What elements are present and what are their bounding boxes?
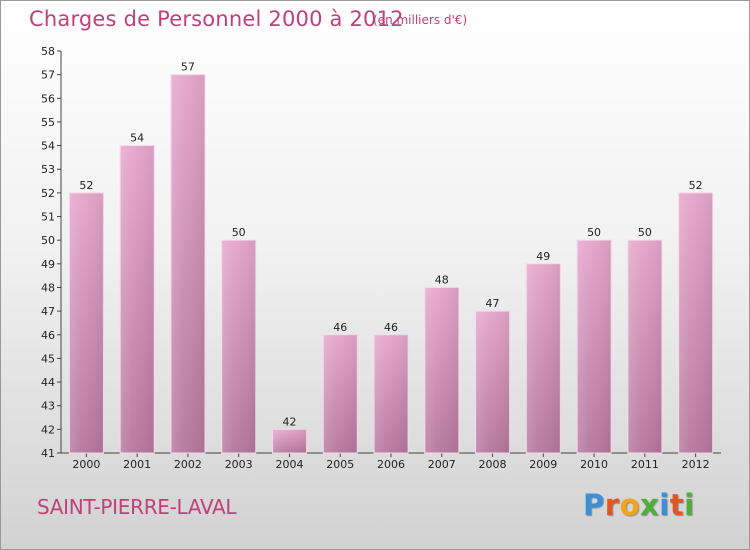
place-name: SAINT-PIERRE-LAVAL [37, 495, 237, 519]
logo-letter: x [640, 488, 660, 522]
y-tick-label: 51 [41, 211, 55, 224]
bar-shine [170, 74, 205, 453]
x-tick-label: 2006 [377, 458, 405, 471]
bar-shine [323, 334, 358, 453]
bar-shine [221, 240, 256, 453]
y-tick-label: 57 [41, 69, 55, 82]
logo-letter: P [583, 488, 605, 522]
chart-subtitle: (en milliers d'€) [373, 13, 468, 27]
x-tick-label: 2004 [275, 458, 303, 471]
proxiti-logo: Proxiti [583, 488, 695, 522]
logo-letter: i [659, 488, 670, 522]
x-tick-label: 2010 [580, 458, 608, 471]
data-label: 52 [79, 179, 93, 192]
bar-shine [272, 429, 307, 453]
data-label: 50 [587, 226, 601, 239]
x-tick-label: 2011 [631, 458, 659, 471]
x-tick-label: 2005 [326, 458, 354, 471]
bar-shine [526, 263, 561, 453]
y-tick-label: 42 [41, 423, 55, 436]
y-tick-label: 43 [41, 400, 55, 413]
y-tick-label: 53 [41, 163, 55, 176]
x-tick-label: 2002 [174, 458, 202, 471]
y-tick-label: 47 [41, 305, 55, 318]
y-tick-label: 46 [41, 329, 55, 342]
data-label: 50 [638, 226, 652, 239]
y-axis: 41 42 43 44 45 46 47 48 49 50 51 52 53 54 55 56 57 58 [41, 45, 62, 460]
y-tick-label: 48 [41, 281, 55, 294]
y-tick-label: 56 [41, 92, 55, 105]
y-tick-label: 58 [41, 45, 55, 58]
bar-shine [120, 145, 155, 453]
x-tick-label: 2003 [225, 458, 253, 471]
x-tick-label: 2000 [72, 458, 100, 471]
data-label: 57 [181, 61, 195, 74]
bar-shine [374, 334, 408, 453]
bar-shine [69, 192, 104, 453]
bar-shine [475, 311, 510, 453]
x-tick-label: 2007 [428, 458, 456, 471]
data-label: 47 [486, 297, 500, 310]
bar-shine [627, 240, 662, 453]
y-tick-label: 41 [41, 447, 55, 460]
data-label: 48 [435, 273, 449, 286]
bar-shine [678, 192, 713, 453]
x-tick-label: 2008 [479, 458, 507, 471]
data-label: 46 [333, 321, 347, 334]
data-label: 49 [536, 250, 550, 263]
logo-letter: t [669, 488, 685, 522]
chart-title: Charges de Personnel 2000 à 2012 [29, 7, 404, 31]
logo-letter: i [684, 488, 695, 522]
y-tick-label: 55 [41, 116, 55, 129]
logo-letter: o [619, 488, 641, 522]
y-tick-label: 54 [41, 140, 55, 153]
bar-shine [577, 240, 612, 453]
x-axis: 2000 2001 2002 2003 2004 2005 2006 2007 2008 2009… [61, 452, 721, 471]
logo-letter: r [604, 488, 620, 522]
x-tick-label: 2012 [682, 458, 710, 471]
data-label: 54 [130, 132, 144, 145]
y-tick-label: 49 [41, 258, 55, 271]
data-label: 52 [689, 179, 703, 192]
y-tick-label: 52 [41, 187, 55, 200]
data-label: 46 [384, 321, 398, 334]
y-tick-label: 44 [41, 376, 55, 389]
data-label: 50 [232, 226, 246, 239]
data-label: 42 [282, 415, 296, 428]
y-tick-label: 45 [41, 352, 55, 365]
x-tick-label: 2009 [529, 458, 557, 471]
bar-shine [424, 287, 459, 453]
x-tick-label: 2001 [123, 458, 151, 471]
y-tick-label: 50 [41, 234, 55, 247]
bars: 52 54 57 50 42 46 46 48 47 49 50 50 52 [68, 61, 714, 454]
